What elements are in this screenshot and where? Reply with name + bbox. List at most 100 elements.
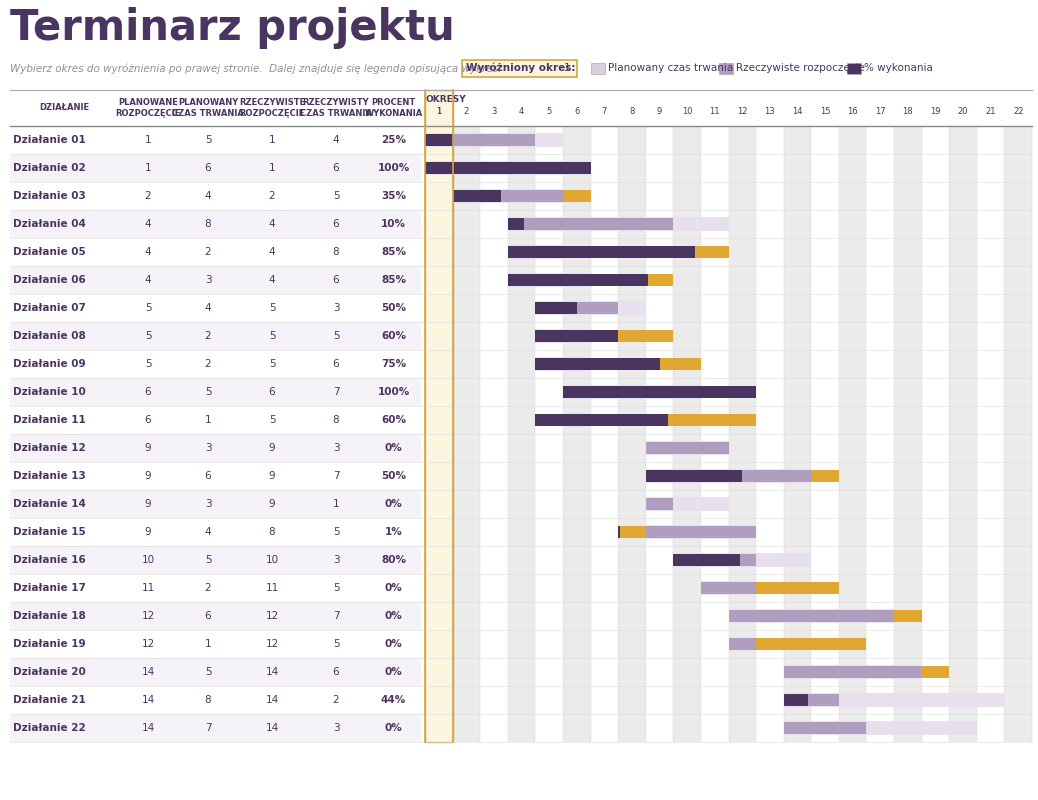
Text: 1: 1 — [436, 107, 441, 116]
Text: RZECZYWISTY
CZAS TRWANIA: RZECZYWISTY CZAS TRWANIA — [300, 98, 372, 118]
Bar — [10, 434, 421, 462]
Text: 1: 1 — [144, 163, 152, 173]
Text: 5: 5 — [269, 331, 275, 341]
Text: 4: 4 — [269, 275, 275, 285]
Text: Działanie 18: Działanie 18 — [13, 611, 86, 621]
Text: 14: 14 — [266, 667, 278, 677]
Bar — [10, 238, 421, 266]
Text: 6: 6 — [204, 471, 212, 481]
Bar — [729, 609, 894, 623]
Bar — [10, 378, 421, 406]
Bar — [839, 126, 867, 742]
Bar — [536, 301, 646, 315]
Bar — [563, 126, 591, 742]
Text: 0%: 0% — [385, 611, 403, 621]
Bar — [646, 498, 674, 510]
Text: Działanie 12: Działanie 12 — [13, 443, 86, 453]
Text: 85%: 85% — [381, 275, 406, 285]
Text: 7: 7 — [333, 471, 339, 481]
Text: Działanie 04: Działanie 04 — [13, 219, 86, 229]
Text: 2: 2 — [464, 107, 469, 116]
Text: 2: 2 — [269, 191, 275, 201]
Text: 5: 5 — [144, 331, 152, 341]
Text: 10%: 10% — [381, 219, 406, 229]
Bar — [536, 414, 591, 426]
Bar — [646, 470, 742, 482]
Text: 9: 9 — [144, 471, 152, 481]
Bar — [563, 246, 729, 258]
Text: 8: 8 — [204, 695, 212, 705]
Text: 12: 12 — [266, 639, 278, 649]
Text: 60%: 60% — [381, 331, 406, 341]
Text: 5: 5 — [144, 359, 152, 369]
Bar — [646, 442, 729, 454]
Text: 7: 7 — [333, 611, 339, 621]
Text: 4: 4 — [204, 191, 212, 201]
Bar — [619, 526, 646, 538]
Bar — [425, 162, 591, 174]
Bar — [894, 610, 922, 622]
Text: 5: 5 — [547, 107, 552, 116]
Text: PLANOWANE
ROZPOCZĘCIE: PLANOWANE ROZPOCZĘCIE — [115, 98, 181, 118]
Text: 12: 12 — [141, 611, 155, 621]
Bar — [10, 630, 421, 658]
Bar — [10, 350, 421, 378]
Bar — [619, 526, 756, 538]
Text: 4: 4 — [144, 219, 152, 229]
Text: 7: 7 — [602, 107, 607, 116]
Text: 8: 8 — [333, 415, 339, 425]
Text: Terminarz projektu: Terminarz projektu — [10, 7, 455, 49]
Bar — [508, 245, 563, 259]
Bar — [508, 218, 674, 230]
Text: 5: 5 — [333, 331, 339, 341]
Text: Działanie 14: Działanie 14 — [13, 499, 86, 509]
Text: 5: 5 — [333, 191, 339, 201]
Bar — [10, 714, 421, 742]
Text: 50%: 50% — [381, 303, 406, 313]
Text: Działanie 03: Działanie 03 — [13, 191, 86, 201]
Text: 19: 19 — [930, 107, 940, 116]
Text: Działanie 15: Działanie 15 — [13, 527, 86, 537]
Bar — [10, 182, 421, 210]
Text: 14: 14 — [141, 695, 155, 705]
Text: Działanie 13: Działanie 13 — [13, 471, 86, 481]
Text: Rzeczywiste rozpoczęcie: Rzeczywiste rozpoczęcie — [736, 63, 865, 73]
Text: 20: 20 — [958, 107, 968, 116]
Text: 15: 15 — [820, 107, 830, 116]
Text: 2: 2 — [333, 695, 339, 705]
Text: 6: 6 — [333, 359, 339, 369]
Bar — [674, 126, 701, 742]
Bar — [646, 441, 729, 455]
Bar — [10, 658, 421, 686]
Bar — [508, 274, 591, 286]
Bar — [536, 329, 591, 343]
Text: 3: 3 — [491, 107, 496, 116]
Bar — [10, 266, 421, 294]
Text: 5: 5 — [269, 415, 275, 425]
Text: 1: 1 — [564, 63, 571, 73]
Text: 16: 16 — [847, 107, 858, 116]
Bar — [591, 63, 605, 74]
Bar — [756, 638, 867, 650]
Text: 4: 4 — [269, 247, 275, 257]
Text: Działanie 01: Działanie 01 — [13, 135, 86, 145]
Bar — [619, 126, 646, 742]
Bar — [10, 546, 421, 574]
Text: 6: 6 — [204, 611, 212, 621]
Bar — [536, 357, 591, 371]
Text: 12: 12 — [141, 639, 155, 649]
Bar — [784, 126, 812, 742]
Bar — [425, 134, 453, 146]
Text: Działanie 02: Działanie 02 — [13, 163, 86, 173]
Bar — [10, 210, 421, 238]
Bar — [536, 330, 591, 342]
Bar — [508, 126, 536, 742]
Text: 4: 4 — [144, 247, 152, 257]
Text: 3: 3 — [204, 499, 212, 509]
Text: 8: 8 — [629, 107, 634, 116]
Text: Działanie 06: Działanie 06 — [13, 275, 86, 285]
Bar — [508, 246, 695, 258]
Text: 85%: 85% — [381, 247, 406, 257]
Bar — [784, 666, 922, 678]
Bar — [784, 693, 1005, 707]
